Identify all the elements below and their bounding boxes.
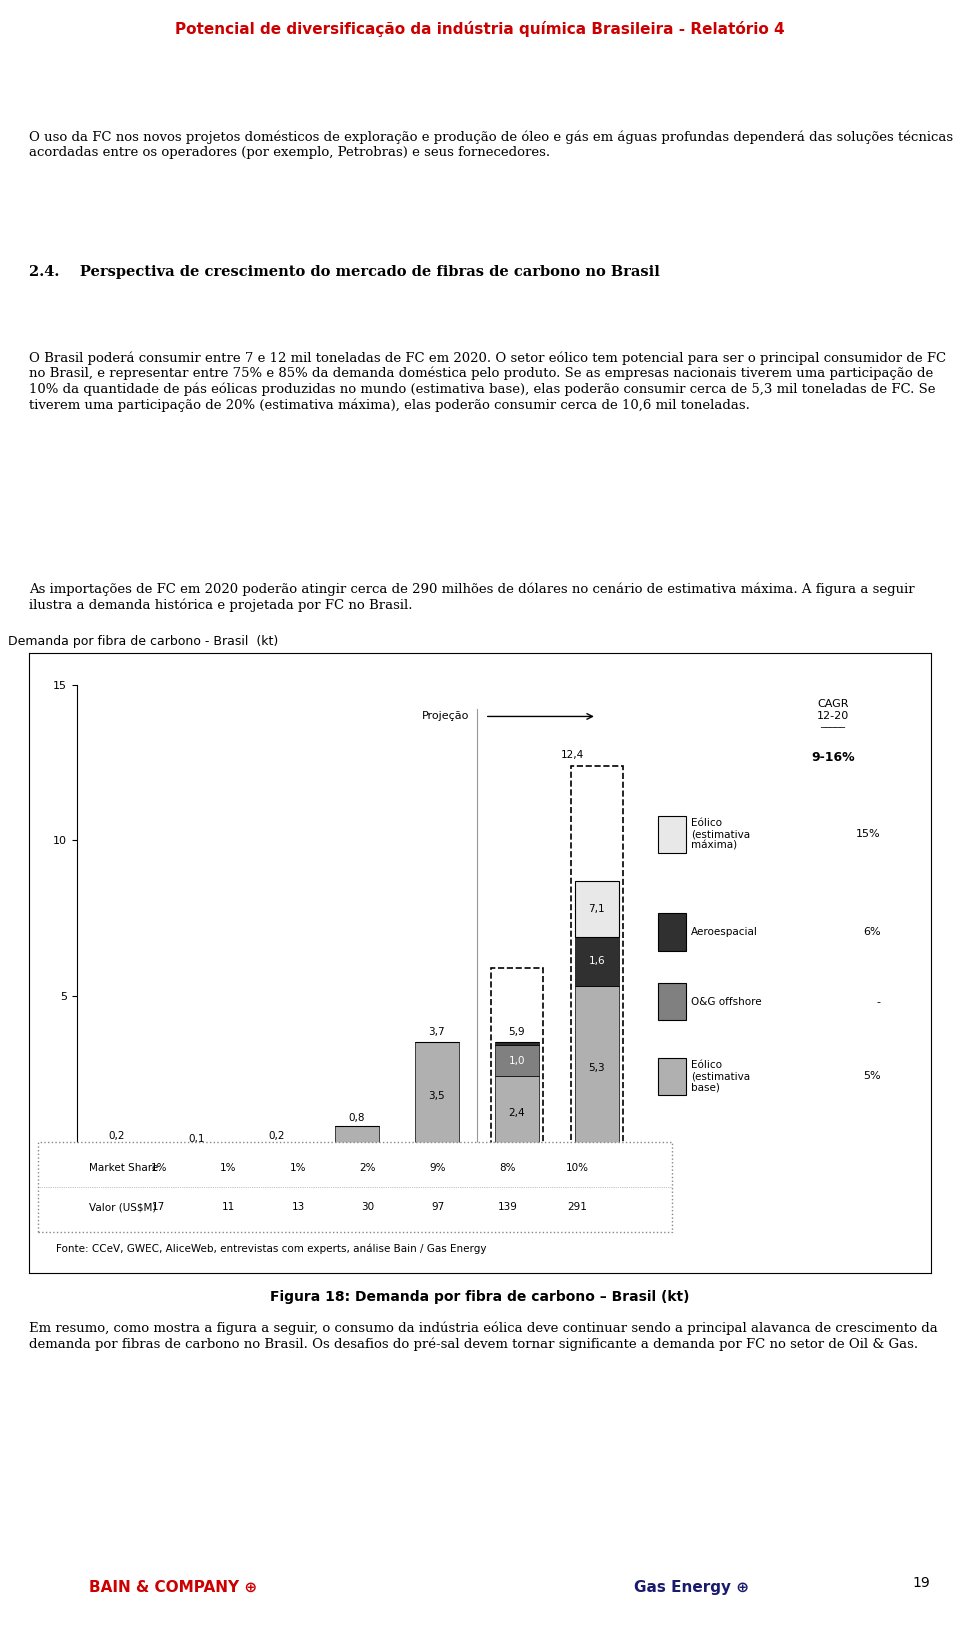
- Text: 12,4: 12,4: [562, 749, 585, 761]
- Text: 15%: 15%: [856, 829, 881, 839]
- Text: 1%: 1%: [151, 1162, 167, 1172]
- Bar: [658, 914, 686, 950]
- Text: Figura 18: Demanda por fibra de carbono – Brasil (kt): Figura 18: Demanda por fibra de carbono …: [271, 1291, 689, 1304]
- Text: 2.4.    Perspectiva de crescimento do mercado de fibras de carbono no Brasil: 2.4. Perspectiva de crescimento do merca…: [29, 264, 660, 279]
- Bar: [575, 937, 619, 986]
- Text: Aeroespacial: Aeroespacial: [691, 927, 758, 937]
- Bar: [494, 1041, 539, 1044]
- Text: 139: 139: [497, 1203, 517, 1213]
- Text: 0,1: 0,1: [188, 1134, 205, 1144]
- Text: 6%: 6%: [863, 927, 881, 937]
- Text: 1,6: 1,6: [588, 956, 605, 966]
- Text: Potencial de diversificação da indústria química Brasileira - Relatório 4: Potencial de diversificação da indústria…: [175, 21, 785, 38]
- Text: 3,5: 3,5: [428, 1092, 445, 1102]
- Text: -: -: [876, 997, 881, 1007]
- Bar: [575, 881, 619, 937]
- Bar: [494, 1044, 539, 1075]
- Bar: [658, 982, 686, 1020]
- Bar: [658, 1058, 686, 1095]
- Text: 2%: 2%: [360, 1162, 376, 1172]
- Text: Em resumo, como mostra a figura a seguir, o consumo da indústria eólica deve con: Em resumo, como mostra a figura a seguir…: [29, 1322, 938, 1351]
- Text: O uso da FC nos novos projetos domésticos de exploração e produção de óleo e gás: O uso da FC nos novos projetos doméstico…: [29, 131, 953, 158]
- Text: 5%: 5%: [863, 1071, 881, 1080]
- Text: 3,7: 3,7: [428, 1028, 445, 1038]
- Text: 9-16%: 9-16%: [811, 751, 854, 764]
- Text: 0,2: 0,2: [108, 1131, 125, 1141]
- Text: Market Share: Market Share: [89, 1162, 158, 1172]
- Bar: [491, 968, 542, 1151]
- Text: 19: 19: [913, 1577, 930, 1590]
- Text: As importações de FC em 2020 poderão atingir cerca de 290 milhões de dólares no : As importações de FC em 2020 poderão ati…: [29, 583, 915, 612]
- Text: Gas Energy ⊕: Gas Energy ⊕: [634, 1580, 749, 1594]
- Text: 13: 13: [292, 1203, 305, 1213]
- Bar: [658, 816, 686, 854]
- Text: Demanda por fibra de carbono - Brasil  (kt): Demanda por fibra de carbono - Brasil (k…: [8, 635, 278, 648]
- Text: 7,1: 7,1: [588, 904, 605, 914]
- Text: 5,3: 5,3: [588, 1064, 605, 1074]
- Bar: [95, 1144, 139, 1151]
- Text: 5,9: 5,9: [509, 1028, 525, 1038]
- Text: 2,4: 2,4: [509, 1108, 525, 1118]
- Text: 8%: 8%: [499, 1162, 516, 1172]
- Text: 30: 30: [361, 1203, 374, 1213]
- Text: 11: 11: [222, 1203, 235, 1213]
- Text: O Brasil poderá consumir entre 7 e 12 mil toneladas de FC em 2020. O setor eólic: O Brasil poderá consumir entre 7 e 12 mi…: [29, 351, 946, 411]
- Text: Projeção: Projeção: [421, 712, 468, 721]
- Text: O&G offshore: O&G offshore: [691, 997, 762, 1007]
- Text: 9%: 9%: [429, 1162, 445, 1172]
- Bar: [415, 1043, 459, 1151]
- Text: 10%: 10%: [565, 1162, 588, 1172]
- Bar: [494, 1075, 539, 1151]
- Text: 97: 97: [431, 1203, 444, 1213]
- Bar: [254, 1144, 299, 1151]
- Text: 0,8: 0,8: [348, 1113, 365, 1123]
- Text: 1,0: 1,0: [509, 1056, 525, 1066]
- Text: ─────: ─────: [820, 723, 846, 731]
- Text: Eólico
(estimativa
base): Eólico (estimativa base): [691, 1059, 751, 1093]
- Text: Valor (US$M): Valor (US$M): [89, 1203, 156, 1213]
- Text: BAIN & COMPANY ⊕: BAIN & COMPANY ⊕: [88, 1580, 257, 1594]
- Text: 291: 291: [567, 1203, 587, 1213]
- Text: Eólico
(estimativa
máxima): Eólico (estimativa máxima): [691, 818, 751, 850]
- Text: 1%: 1%: [220, 1162, 237, 1172]
- Bar: [575, 986, 619, 1151]
- Text: 1%: 1%: [290, 1162, 306, 1172]
- Text: CAGR
12-20: CAGR 12-20: [817, 700, 849, 721]
- Text: 17: 17: [152, 1203, 165, 1213]
- Text: Fonte: CCeV, GWEC, AliceWeb, entrevistas com experts, análise Bain / Gas Energy: Fonte: CCeV, GWEC, AliceWeb, entrevistas…: [57, 1244, 487, 1253]
- Bar: [335, 1126, 379, 1151]
- Bar: [175, 1147, 219, 1151]
- Bar: [571, 765, 623, 1151]
- Text: 0,2: 0,2: [269, 1131, 285, 1141]
